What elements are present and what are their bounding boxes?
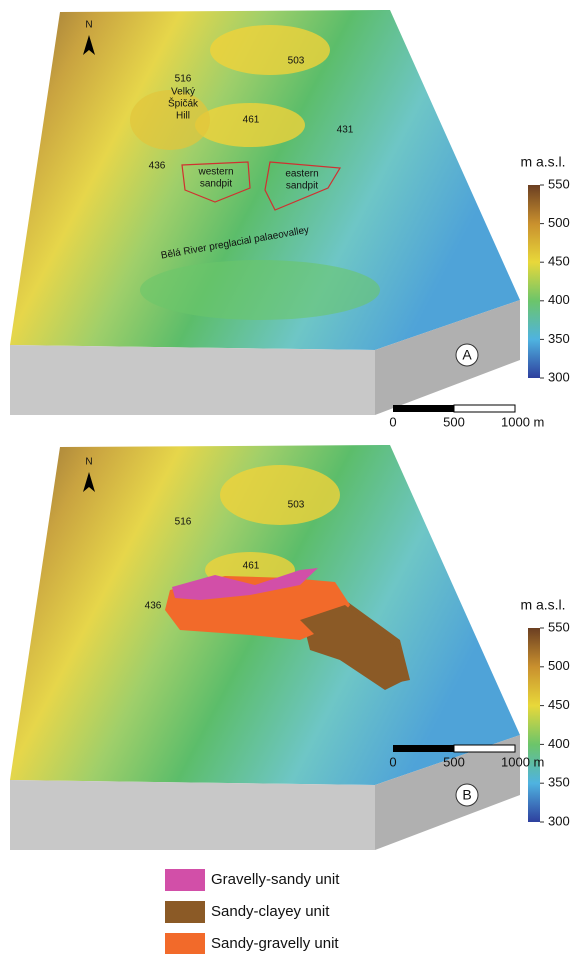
hill xyxy=(195,103,305,147)
legend-swatch xyxy=(165,869,205,891)
elevation-label: 516 xyxy=(175,517,192,528)
scale-bar-black xyxy=(393,405,454,412)
sandpit-label: western xyxy=(197,167,233,178)
colorbar-tick-label: 300 xyxy=(548,369,570,384)
elevation-label: 503 xyxy=(288,500,305,511)
block-side xyxy=(375,735,520,850)
scale-bar-label: 500 xyxy=(443,754,465,769)
elevation-label: 436 xyxy=(145,601,162,612)
block-front xyxy=(10,780,375,850)
colorbar-tick-label: 550 xyxy=(548,176,570,191)
hill xyxy=(220,465,340,525)
north-arrow xyxy=(83,35,95,55)
legend-label: Sandy-gravelly unit xyxy=(211,935,339,952)
hill-name: Špičák xyxy=(168,97,199,110)
panel-b: N 516 503 461 436 B xyxy=(10,445,520,850)
sandpit-label: sandpit xyxy=(286,181,318,192)
north-label: N xyxy=(85,20,92,31)
panel-letter: B xyxy=(462,787,471,803)
elevation-label: 436 xyxy=(149,161,166,172)
scale-bar-white xyxy=(453,744,516,753)
block-side xyxy=(375,300,520,415)
colorbar-tick-label: 350 xyxy=(548,775,570,790)
colorbar-title: m a.s.l. xyxy=(520,154,565,170)
legend-label: Sandy-clayey unit xyxy=(211,903,330,920)
colorbar-tick-label: 450 xyxy=(548,697,570,712)
hill-name: Velký xyxy=(171,87,195,98)
colorbar-tick-label: 400 xyxy=(548,736,570,751)
sandpit-label: sandpit xyxy=(200,179,232,190)
colorbar-tick-label: 500 xyxy=(548,658,570,673)
elevation-label: 503 xyxy=(288,56,305,67)
north-label: N xyxy=(85,457,92,468)
colorbar-tick-label: 500 xyxy=(548,215,570,230)
scale-bar-label: 0 xyxy=(389,414,396,429)
scale-bar-label: 0 xyxy=(389,754,396,769)
scale-bar-label: 1000 m xyxy=(501,754,544,769)
colorbar-tick-label: 400 xyxy=(548,292,570,307)
colorbar-tick-label: 450 xyxy=(548,254,570,269)
valley xyxy=(140,260,380,320)
hill xyxy=(210,25,330,75)
panel-badge xyxy=(455,343,479,367)
legend-label: Gravelly-sandy unit xyxy=(211,871,340,888)
colorbar-tick-label: 350 xyxy=(548,331,570,346)
terrain xyxy=(10,10,520,350)
panel-badge xyxy=(455,783,479,807)
scale-bar-black xyxy=(393,745,454,752)
hill-name: Hill xyxy=(176,111,190,122)
sandpit-label: eastern xyxy=(285,169,318,180)
colorbar-tick-label: 300 xyxy=(548,813,570,828)
western-sandpit-outline xyxy=(181,161,251,203)
panel-letter: A xyxy=(462,347,472,363)
colorbar xyxy=(528,628,540,822)
gravelly-sandy-unit xyxy=(172,568,318,600)
hill xyxy=(130,90,210,150)
legend-swatch xyxy=(165,933,205,954)
block-front xyxy=(10,345,375,415)
legend-swatch xyxy=(165,901,205,923)
elevation-label: 516 xyxy=(175,74,192,85)
colorbar-title: m a.s.l. xyxy=(520,597,565,613)
elevation-label: 461 xyxy=(243,115,260,126)
scale-bar-label: 1000 m xyxy=(501,414,544,429)
elevation-label: 431 xyxy=(337,125,354,136)
north-arrow xyxy=(83,472,95,492)
panel-a: N 516 Velký Špičák Hill 503 461 431 436 … xyxy=(10,10,520,415)
colorbar xyxy=(528,185,540,378)
scale-bar-white xyxy=(453,404,516,413)
sandy-clayey-unit xyxy=(300,605,405,690)
eastern-sandpit-outline xyxy=(264,161,342,211)
elevation-label: 461 xyxy=(243,561,260,572)
colorbar-tick-label: 550 xyxy=(548,619,570,634)
scale-bar-label: 500 xyxy=(443,414,465,429)
